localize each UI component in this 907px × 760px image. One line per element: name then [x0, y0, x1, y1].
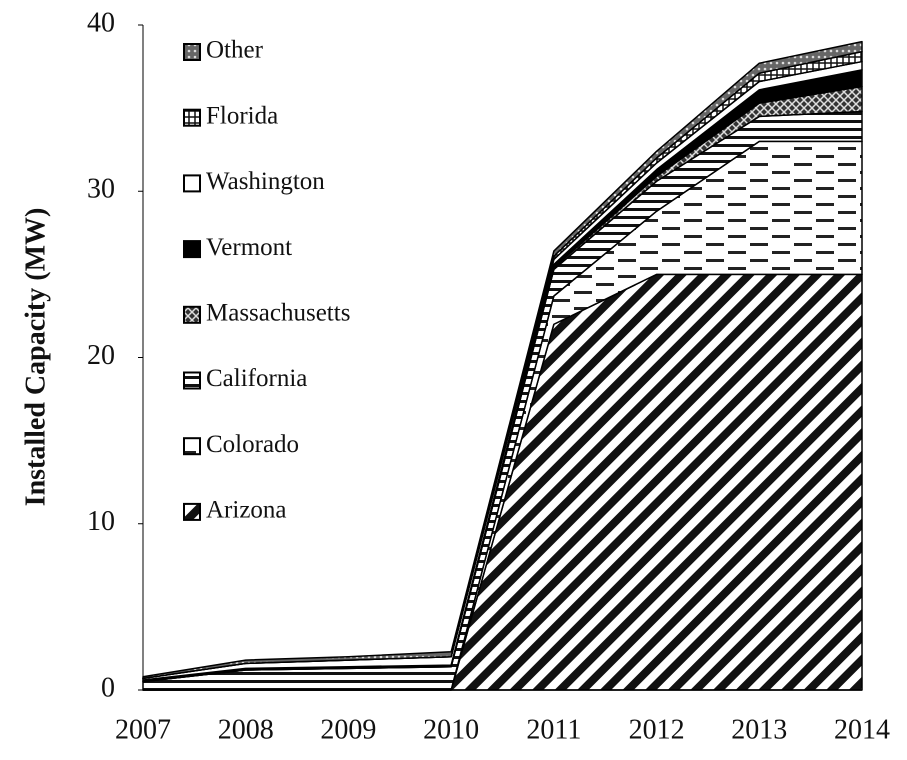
- legend-label: Colorado: [206, 431, 299, 458]
- y-tick-label: 10: [87, 506, 115, 537]
- x-tick-label: 2012: [629, 714, 685, 745]
- legend-swatch: [183, 437, 201, 456]
- x-tick-label: 2009: [320, 714, 376, 745]
- legend-label: Other: [206, 37, 264, 64]
- y-tick-label: 0: [101, 672, 115, 703]
- legend-swatch: [183, 371, 201, 390]
- legend-swatch: [183, 108, 201, 127]
- legend-label: Washington: [206, 168, 325, 195]
- legend-label: California: [206, 365, 307, 392]
- legend-swatch: [183, 305, 201, 324]
- x-tick-label: 2007: [115, 714, 171, 745]
- y-tick-label: 30: [87, 174, 115, 205]
- x-tick-label: 2014: [834, 714, 890, 745]
- legend-swatch: [183, 174, 201, 193]
- x-tick-label: 2008: [218, 714, 274, 745]
- legend-swatch: [183, 502, 201, 521]
- y-tick-label: 20: [87, 340, 115, 371]
- legend-label: Massachusetts: [206, 300, 350, 327]
- y-axis-label: Installed Capacity (MW): [20, 208, 51, 507]
- area: [142, 40, 863, 680]
- x-tick-label: 2011: [526, 714, 581, 745]
- x-tick-label: 2010: [423, 714, 479, 745]
- legend-swatch: [183, 240, 201, 259]
- x-tick-label: 2013: [731, 714, 787, 745]
- y-tick-label: 40: [87, 7, 115, 38]
- legend-label: Arizona: [206, 497, 287, 524]
- legend-label: Florida: [206, 102, 278, 129]
- legend-label: Vermont: [206, 234, 292, 261]
- legend-swatch: [183, 43, 201, 61]
